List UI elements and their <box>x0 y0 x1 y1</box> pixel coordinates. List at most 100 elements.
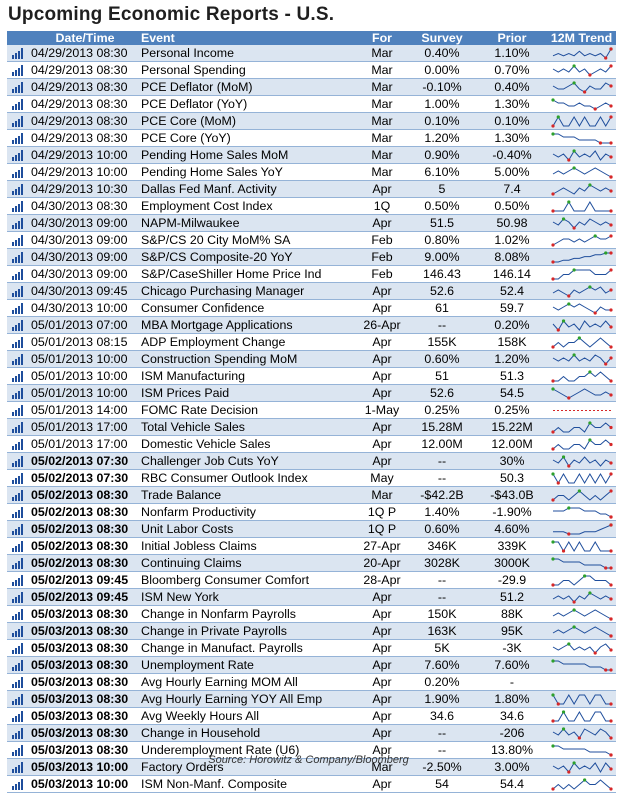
bar-chart-icon[interactable] <box>12 82 25 93</box>
table-row[interactable]: 04/30/2013 09:45 Chicago Purchasing Manag… <box>7 283 616 300</box>
bar-chart-icon-cell[interactable] <box>7 147 29 164</box>
column-header-survey[interactable]: Survey <box>407 31 477 45</box>
bar-chart-icon[interactable] <box>12 269 25 280</box>
table-row[interactable]: 04/30/2013 09:00 S&P/CaseShiller Home Pri… <box>7 266 616 283</box>
table-row[interactable]: 05/02/2013 07:30 Challenger Job Cuts YoY A… <box>7 453 616 470</box>
bar-chart-icon[interactable] <box>12 677 25 688</box>
table-row[interactable]: 05/01/2013 10:00 ISM Manufacturing Apr 51 51… <box>7 368 616 385</box>
bar-chart-icon[interactable] <box>12 48 25 59</box>
column-header-for[interactable]: For <box>357 31 407 45</box>
bar-chart-icon[interactable] <box>12 456 25 467</box>
column-header-event[interactable]: Event <box>139 31 357 45</box>
bar-chart-icon[interactable] <box>12 490 25 501</box>
table-row[interactable]: 05/03/2013 08:30 Change in Nonfarm Payrol… <box>7 606 616 623</box>
bar-chart-icon[interactable] <box>12 116 25 127</box>
bar-chart-icon-cell[interactable] <box>7 334 29 351</box>
table-row[interactable]: 04/29/2013 08:30 PCE Core (YoY) Mar 1.20% 1.… <box>7 130 616 147</box>
bar-chart-icon-cell[interactable] <box>7 402 29 419</box>
bar-chart-icon-cell[interactable] <box>7 232 29 249</box>
bar-chart-icon[interactable] <box>12 626 25 637</box>
bar-chart-icon-cell[interactable] <box>7 640 29 657</box>
table-row[interactable]: 04/29/2013 08:30 Personal Income Mar 0.40% 1… <box>7 45 616 62</box>
table-row[interactable]: 04/30/2013 09:00 NAPM-Milwaukee Apr 51.5 50.… <box>7 215 616 232</box>
bar-chart-icon[interactable] <box>12 558 25 569</box>
bar-chart-icon[interactable] <box>12 150 25 161</box>
bar-chart-icon-cell[interactable] <box>7 657 29 674</box>
table-row[interactable]: 05/02/2013 09:45 ISM New York Apr -- 51.2 <box>7 589 616 606</box>
bar-chart-icon-cell[interactable] <box>7 317 29 334</box>
bar-chart-icon[interactable] <box>12 218 25 229</box>
bar-chart-icon-cell[interactable] <box>7 589 29 606</box>
bar-chart-icon-cell[interactable] <box>7 130 29 147</box>
bar-chart-icon-cell[interactable] <box>7 572 29 589</box>
table-row[interactable]: 04/30/2013 09:00 S&P/CS Composite-20 YoY F… <box>7 249 616 266</box>
table-row[interactable]: 05/02/2013 08:30 Nonfarm Productivity 1Q P… <box>7 504 616 521</box>
bar-chart-icon-cell[interactable] <box>7 181 29 198</box>
bar-chart-icon-cell[interactable] <box>7 385 29 402</box>
table-row[interactable]: 05/01/2013 14:00 FOMC Rate Decision 1-May 0… <box>7 402 616 419</box>
bar-chart-icon[interactable] <box>12 473 25 484</box>
bar-chart-icon-cell[interactable] <box>7 300 29 317</box>
bar-chart-icon[interactable] <box>12 592 25 603</box>
bar-chart-icon[interactable] <box>12 371 25 382</box>
bar-chart-icon-cell[interactable] <box>7 198 29 215</box>
bar-chart-icon[interactable] <box>12 422 25 433</box>
bar-chart-icon[interactable] <box>12 694 25 705</box>
bar-chart-icon[interactable] <box>12 201 25 212</box>
table-row[interactable]: 04/29/2013 10:00 Pending Home Sales MoM Ma… <box>7 147 616 164</box>
table-row[interactable]: 05/03/2013 08:30 Change in Private Payrol… <box>7 623 616 640</box>
table-row[interactable]: 04/29/2013 08:30 PCE Deflator (MoM) Mar -0.… <box>7 79 616 96</box>
bar-chart-icon[interactable] <box>12 99 25 110</box>
bar-chart-icon-cell[interactable] <box>7 368 29 385</box>
bar-chart-icon[interactable] <box>12 167 25 178</box>
table-row[interactable]: 05/03/2013 08:30 Avg Hourly Earning YOY A… <box>7 691 616 708</box>
column-header-prior[interactable]: Prior <box>477 31 547 45</box>
table-row[interactable]: 05/03/2013 08:30 Unemployment Rate Apr 7.60… <box>7 657 616 674</box>
bar-chart-icon-cell[interactable] <box>7 725 29 742</box>
bar-chart-icon[interactable] <box>12 439 25 450</box>
table-row[interactable]: 05/02/2013 08:30 Trade Balance Mar -$42.2B -… <box>7 487 616 504</box>
bar-chart-icon-cell[interactable] <box>7 555 29 572</box>
bar-chart-icon-cell[interactable] <box>7 470 29 487</box>
table-row[interactable]: 04/29/2013 08:30 PCE Core (MoM) Mar 0.10% 0.… <box>7 113 616 130</box>
bar-chart-icon[interactable] <box>12 660 25 671</box>
table-row[interactable]: 05/01/2013 17:00 Total Vehicle Sales Apr 15… <box>7 419 616 436</box>
bar-chart-icon[interactable] <box>12 405 25 416</box>
bar-chart-icon-cell[interactable] <box>7 538 29 555</box>
table-row[interactable]: 05/03/2013 10:00 ISM Non-Manf. Composite A… <box>7 776 616 793</box>
bar-chart-icon[interactable] <box>12 575 25 586</box>
table-row[interactable]: 05/01/2013 10:00 Construction Spending Mo… <box>7 351 616 368</box>
bar-chart-icon[interactable] <box>12 354 25 365</box>
bar-chart-icon-cell[interactable] <box>7 708 29 725</box>
bar-chart-icon-cell[interactable] <box>7 419 29 436</box>
bar-chart-icon-cell[interactable] <box>7 164 29 181</box>
bar-chart-icon-cell[interactable] <box>7 487 29 504</box>
bar-chart-icon[interactable] <box>12 235 25 246</box>
bar-chart-icon[interactable] <box>12 303 25 314</box>
table-row[interactable]: 05/03/2013 08:30 Avg Weekly Hours All Apr 3… <box>7 708 616 725</box>
table-row[interactable]: 04/30/2013 09:00 S&P/CS 20 City MoM% SA Fe… <box>7 232 616 249</box>
bar-chart-icon-cell[interactable] <box>7 691 29 708</box>
bar-chart-icon-cell[interactable] <box>7 215 29 232</box>
table-row[interactable]: 04/30/2013 10:00 Consumer Confidence Apr 61… <box>7 300 616 317</box>
bar-chart-icon[interactable] <box>12 252 25 263</box>
table-row[interactable]: 05/01/2013 08:15 ADP Employment Change Apr… <box>7 334 616 351</box>
table-row[interactable]: 05/02/2013 09:45 Bloomberg Consumer Comfo… <box>7 572 616 589</box>
table-row[interactable]: 04/29/2013 10:00 Pending Home Sales YoY Ma… <box>7 164 616 181</box>
bar-chart-icon[interactable] <box>12 728 25 739</box>
table-row[interactable]: 05/02/2013 07:30 RBC Consumer Outlook Ind… <box>7 470 616 487</box>
table-row[interactable]: 05/03/2013 08:30 Change in Household Apr --… <box>7 725 616 742</box>
table-row[interactable]: 05/03/2013 08:30 Change in Manufact. Payr… <box>7 640 616 657</box>
bar-chart-icon[interactable] <box>12 524 25 535</box>
bar-chart-icon[interactable] <box>12 388 25 399</box>
bar-chart-icon[interactable] <box>12 609 25 620</box>
column-header-datetime[interactable]: Date/Time <box>29 31 139 45</box>
table-row[interactable]: 05/02/2013 08:30 Initial Jobless Claims 27… <box>7 538 616 555</box>
bar-chart-icon-cell[interactable] <box>7 79 29 96</box>
bar-chart-icon[interactable] <box>12 286 25 297</box>
bar-chart-icon-cell[interactable] <box>7 436 29 453</box>
bar-chart-icon-cell[interactable] <box>7 62 29 79</box>
bar-chart-icon-cell[interactable] <box>7 249 29 266</box>
table-row[interactable]: 04/29/2013 10:30 Dallas Fed Manf. Activit… <box>7 181 616 198</box>
bar-chart-icon-cell[interactable] <box>7 266 29 283</box>
